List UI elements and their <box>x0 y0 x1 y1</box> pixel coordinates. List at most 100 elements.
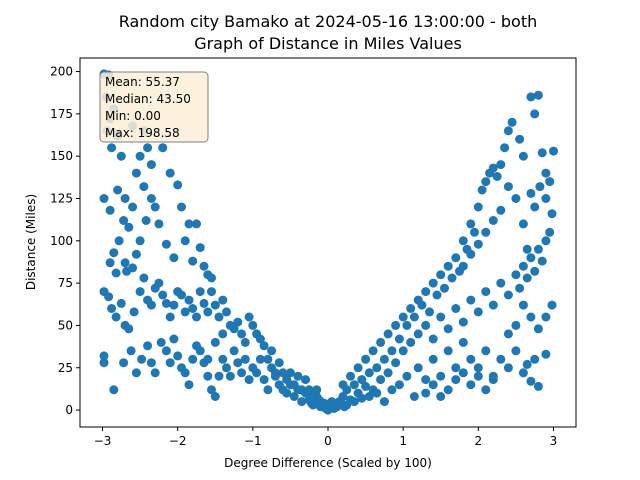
data-point <box>436 371 446 381</box>
data-point <box>481 287 491 297</box>
data-point <box>364 392 374 401</box>
data-point <box>530 202 540 212</box>
data-point <box>473 363 483 373</box>
data-point <box>107 143 117 153</box>
data-point <box>244 312 254 322</box>
data-point <box>146 194 156 203</box>
data-point <box>372 363 382 373</box>
data-point <box>99 194 109 203</box>
data-point <box>447 273 457 283</box>
data-point <box>515 134 525 144</box>
data-point <box>263 354 273 364</box>
data-point <box>135 236 145 246</box>
data-point <box>158 290 168 300</box>
y-tick-label: 125 <box>50 191 73 205</box>
data-point <box>304 385 314 395</box>
data-point <box>522 244 532 254</box>
data-point <box>307 398 316 408</box>
data-point <box>229 346 239 356</box>
data-point <box>184 295 194 305</box>
data-point <box>391 358 401 368</box>
y-tick-label: 150 <box>50 149 73 163</box>
data-point <box>458 317 468 327</box>
data-point <box>165 168 175 178</box>
data-point <box>156 337 166 347</box>
data-point <box>545 177 555 187</box>
stats-max: Max: 198.58 <box>105 126 180 140</box>
data-point <box>161 346 171 356</box>
data-point <box>406 337 416 347</box>
data-point <box>409 312 419 322</box>
data-point <box>195 243 205 253</box>
data-point <box>278 368 288 378</box>
data-point <box>180 368 190 378</box>
data-point <box>131 168 141 178</box>
data-point <box>515 283 525 293</box>
data-point <box>443 385 453 395</box>
data-point <box>511 346 521 356</box>
data-point <box>128 202 138 212</box>
chart-title-line2: Graph of Distance in Miles Values <box>194 34 462 53</box>
data-point <box>391 320 401 330</box>
data-point <box>518 300 528 310</box>
data-point <box>541 168 551 178</box>
data-point <box>533 244 543 254</box>
data-point <box>481 385 491 395</box>
data-point <box>526 253 536 263</box>
x-tick-label: 0 <box>324 434 332 448</box>
data-point <box>443 261 453 271</box>
data-point <box>233 317 243 327</box>
data-point <box>169 334 179 344</box>
data-point <box>421 287 431 297</box>
data-point <box>530 109 540 119</box>
data-point <box>537 148 547 158</box>
data-point <box>274 358 284 368</box>
data-point <box>248 320 258 330</box>
data-point <box>131 368 141 378</box>
data-point <box>207 385 216 395</box>
data-point <box>413 363 423 373</box>
data-point <box>473 307 483 317</box>
data-point <box>180 307 190 317</box>
data-point <box>146 300 156 310</box>
data-point <box>177 202 186 212</box>
data-point <box>116 298 126 308</box>
data-point <box>421 388 431 398</box>
data-points <box>99 69 558 415</box>
data-point <box>425 307 434 317</box>
data-point <box>496 160 506 170</box>
data-point <box>349 397 359 407</box>
data-point <box>139 182 149 192</box>
data-point <box>458 236 468 246</box>
data-point <box>526 312 536 322</box>
data-point <box>114 236 124 246</box>
data-point <box>99 351 109 361</box>
data-point <box>109 248 119 258</box>
data-point <box>518 261 528 271</box>
data-point <box>541 349 551 359</box>
data-point <box>293 371 303 381</box>
data-point <box>119 216 129 225</box>
data-point <box>301 375 310 385</box>
x-tick-label: 2 <box>474 434 482 448</box>
data-point <box>511 320 521 330</box>
data-point <box>503 290 513 300</box>
data-point <box>240 337 250 347</box>
data-point <box>237 368 247 378</box>
y-tick-label: 0 <box>65 403 73 417</box>
data-point <box>124 222 134 232</box>
data-point <box>470 227 479 237</box>
data-point <box>458 337 468 347</box>
data-point <box>481 346 491 356</box>
data-point <box>165 312 175 322</box>
data-point <box>428 278 438 288</box>
data-point <box>225 371 235 381</box>
data-point <box>129 307 139 317</box>
data-point <box>131 249 141 259</box>
data-point <box>222 307 231 317</box>
data-point <box>255 354 265 364</box>
x-tick-label: −1 <box>244 434 262 448</box>
data-point <box>111 268 121 278</box>
data-point <box>104 292 114 302</box>
